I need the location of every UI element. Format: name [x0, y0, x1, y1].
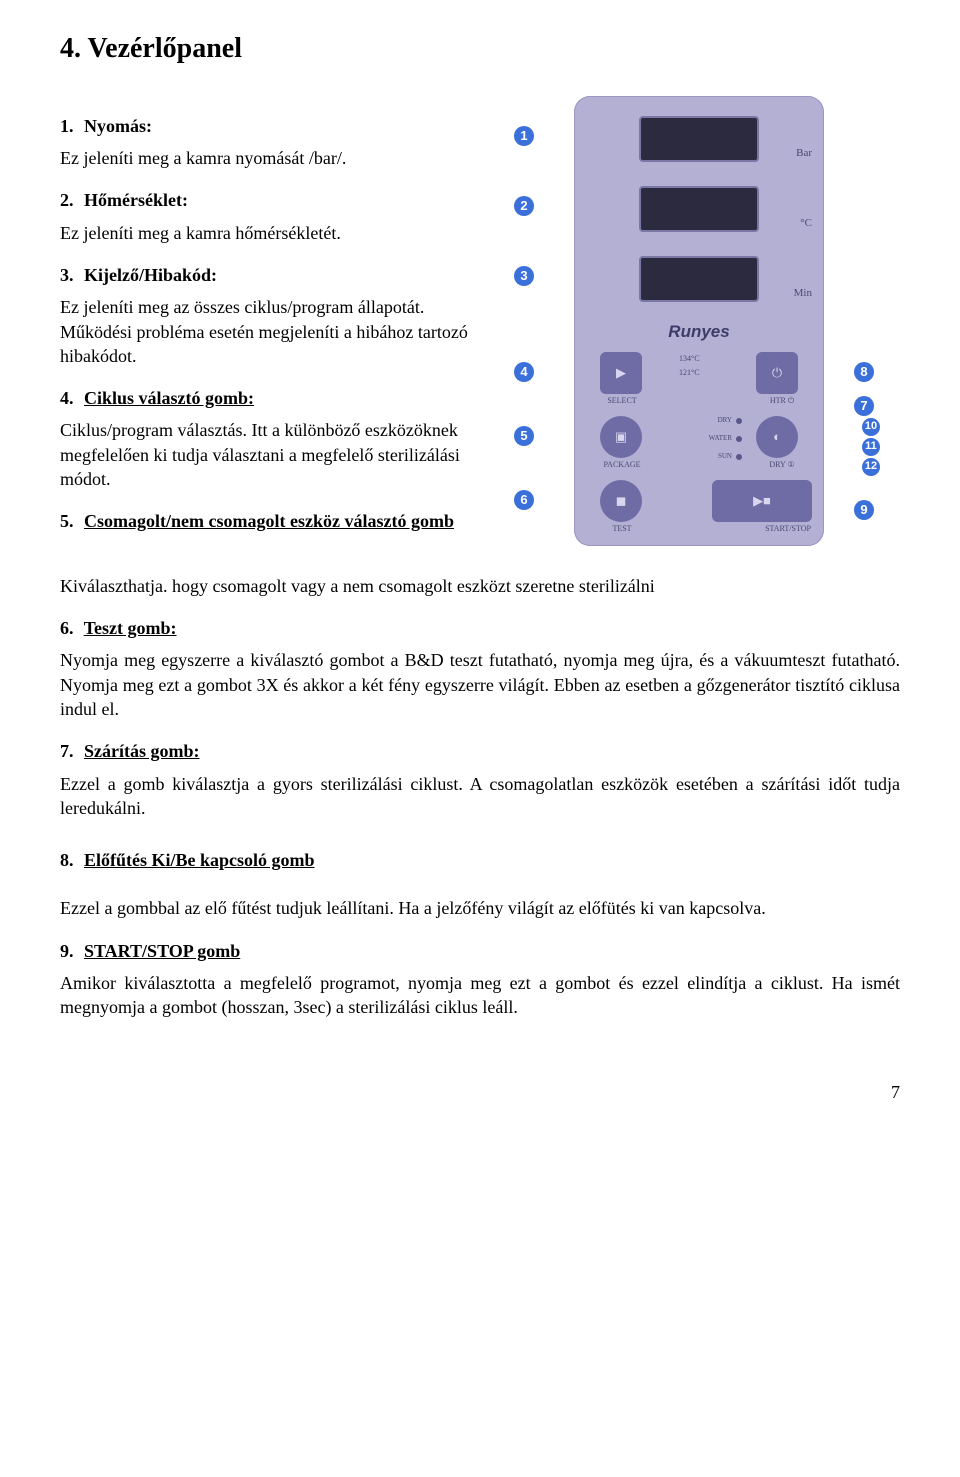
item-6-num: 6.	[60, 618, 74, 638]
test-button[interactable]: ◼	[600, 480, 642, 522]
control-panel-diagram: Bar °C Min Runyes ▶ ▣ ◼ ⏻ ◐ ▶■ SELECT PA…	[514, 96, 884, 556]
dry-icon: ◐	[773, 428, 781, 446]
item-4-num: 4.	[60, 388, 74, 408]
package-label: PACKAGE	[592, 460, 652, 471]
item-8-label: Előfűtés Ki/Be kapcsoló gomb	[84, 850, 315, 870]
item-1-num: 1.	[60, 116, 74, 136]
top-block: 1. Nyomás: Ez jeleníti meg a kamra nyomá…	[60, 96, 900, 556]
item-8-title: 8. Előfűtés Ki/Be kapcsoló gomb	[60, 848, 900, 872]
item-3-label: Kijelző/Hibakód:	[84, 265, 217, 285]
item-1-title: 1. Nyomás:	[60, 114, 490, 138]
led-water-label: WATER	[709, 434, 732, 443]
led-sun	[736, 454, 742, 460]
item-7-label: Szárítás gomb:	[84, 741, 200, 761]
item-5-label: Csomagolt/nem csomagolt eszköz választó …	[84, 511, 454, 531]
item-7-num: 7.	[60, 741, 74, 761]
dry-label: DRY ①	[752, 460, 812, 471]
callout-10: 10	[862, 418, 880, 436]
item-3-title: 3. Kijelző/Hibakód:	[60, 263, 490, 287]
item-2-body: Ez jeleníti meg a kamra hőmérsékletét.	[60, 221, 490, 245]
item-4-label: Ciklus választó gomb:	[84, 388, 254, 408]
dry-button[interactable]: ◐	[756, 416, 798, 458]
unit-bar: Bar	[796, 146, 812, 161]
brand-label: Runyes	[668, 321, 729, 344]
callout-4: 4	[514, 362, 534, 382]
callout-1: 1	[514, 126, 534, 146]
item-9-title: 9. START/STOP gomb	[60, 939, 900, 963]
item-6-body: Nyomja meg egyszerre a kiválasztó gombot…	[60, 648, 900, 721]
callout-7: 7	[854, 396, 874, 416]
item-9-label: START/STOP gomb	[84, 941, 240, 961]
item-3-num: 3.	[60, 265, 74, 285]
display-pressure	[639, 116, 759, 162]
item-2-num: 2.	[60, 190, 74, 210]
item-4-body: Ciklus/program választás. Itt a különböz…	[60, 418, 490, 491]
item-4-title: 4. Ciklus választó gomb:	[60, 386, 490, 410]
callout-3: 3	[514, 266, 534, 286]
display-time	[639, 256, 759, 302]
item-1-body: Ez jeleníti meg a kamra nyomását /bar/.	[60, 146, 490, 170]
item-8-body: Ezzel a gombbal az elő fűtést tudjuk leá…	[60, 896, 900, 920]
led-dry-label: DRY	[718, 416, 732, 425]
callout-5: 5	[514, 426, 534, 446]
unit-celsius: °C	[800, 216, 812, 231]
led-dry	[736, 418, 742, 424]
item-6-title: 6. Teszt gomb:	[60, 616, 900, 640]
package-icon: ▣	[615, 428, 627, 446]
htr-label: HTR ⏻	[752, 396, 812, 407]
led-water	[736, 436, 742, 442]
heater-icon: ⏻	[772, 364, 782, 382]
select-button[interactable]: ▶	[600, 352, 642, 394]
callout-6: 6	[514, 490, 534, 510]
item-5-num: 5.	[60, 511, 74, 531]
callout-11: 11	[862, 438, 880, 456]
led-sun-label: SUN	[718, 452, 732, 461]
item-7-body: Ezzel a gomb kiválasztja a gyors sterili…	[60, 772, 900, 821]
item-5-body: Kiválaszthatja. hogy csomagolt vagy a ne…	[60, 574, 900, 598]
item-5-title: 5. Csomagolt/nem csomagolt eszköz válasz…	[60, 509, 490, 533]
item-6-label: Teszt gomb:	[84, 618, 177, 638]
callout-12: 12	[862, 458, 880, 476]
callout-8: 8	[854, 362, 874, 382]
display-temperature	[639, 186, 759, 232]
test-label: TEST	[592, 524, 652, 535]
package-button[interactable]: ▣	[600, 416, 642, 458]
item-1-label: Nyomás:	[84, 116, 152, 136]
item-7-title: 7. Szárítás gomb:	[60, 739, 900, 763]
item-9-num: 9.	[60, 941, 74, 961]
panel-body: Bar °C Min Runyes ▶ ▣ ◼ ⏻ ◐ ▶■ SELECT PA…	[574, 96, 824, 546]
page-number: 7	[60, 1080, 900, 1104]
temp-121-label: 121°C	[679, 368, 719, 379]
start-label: START/STOP	[748, 524, 828, 535]
item-2-title: 2. Hőmérséklet:	[60, 188, 490, 212]
select-icon: ▶	[616, 364, 626, 382]
start-icon: ▶■	[753, 492, 771, 510]
temp-134-label: 134°C	[679, 354, 719, 365]
start-stop-button[interactable]: ▶■	[712, 480, 812, 522]
item-2-label: Hőmérséklet:	[84, 190, 188, 210]
select-label: SELECT	[592, 396, 652, 407]
section-title: 4. Vezérlőpanel	[60, 30, 900, 68]
item-8-num: 8.	[60, 850, 74, 870]
callout-9: 9	[854, 500, 874, 520]
left-text-column: 1. Nyomás: Ez jeleníti meg a kamra nyomá…	[60, 96, 490, 542]
unit-min: Min	[794, 286, 812, 301]
callout-2: 2	[514, 196, 534, 216]
item-3-body: Ez jeleníti meg az összes ciklus/program…	[60, 295, 490, 368]
heater-button[interactable]: ⏻	[756, 352, 798, 394]
test-icon: ◼	[616, 492, 627, 510]
item-9-body: Amikor kiválasztotta a megfelelő program…	[60, 971, 900, 1020]
